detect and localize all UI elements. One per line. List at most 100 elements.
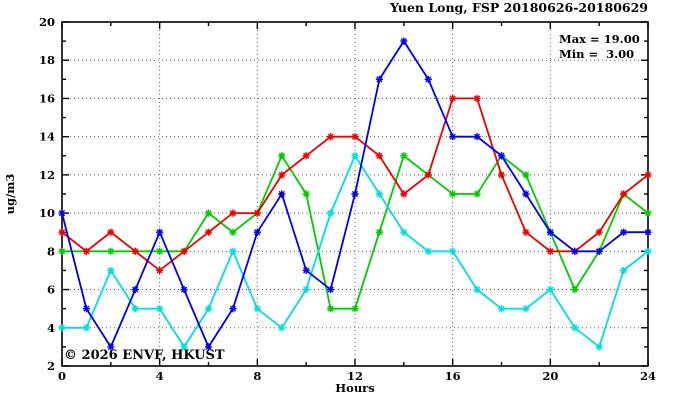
blue-line-marker xyxy=(253,228,261,236)
blue-line-marker xyxy=(82,305,91,313)
red-line-marker xyxy=(400,190,408,198)
red-line-marker xyxy=(351,133,359,141)
x-tick-label: 16 xyxy=(445,369,461,383)
blue-line-marker xyxy=(107,343,115,351)
cyan-line-marker xyxy=(375,190,384,198)
y-tick-label: 16 xyxy=(39,91,55,105)
red-line-marker xyxy=(253,209,261,217)
green-line-marker xyxy=(351,305,359,313)
red-line-marker xyxy=(82,247,91,255)
red-line-marker xyxy=(107,228,115,236)
red-line-marker xyxy=(326,133,335,141)
legend-max-value: Max = 19.00 xyxy=(559,32,640,46)
red-line-marker xyxy=(204,228,213,236)
cyan-line-marker xyxy=(619,266,628,275)
green-line-marker xyxy=(522,171,530,179)
blue-line-marker xyxy=(522,190,530,198)
green-line-marker xyxy=(107,247,115,255)
red-line-path xyxy=(61,97,649,272)
blue-line-marker xyxy=(595,247,603,255)
cyan-line-marker xyxy=(131,305,139,313)
red-line-marker xyxy=(229,209,237,217)
x-tick-label: 24 xyxy=(640,369,656,383)
blue-line-marker xyxy=(644,228,652,236)
red-line-marker xyxy=(619,190,628,198)
cyan-line-marker xyxy=(204,305,213,313)
blue-line-marker xyxy=(546,228,554,236)
cyan-line-marker xyxy=(522,305,530,313)
green-line-marker xyxy=(644,209,652,217)
cyan-line-marker xyxy=(180,343,188,351)
green-line-marker xyxy=(449,190,457,198)
red-line xyxy=(58,94,652,275)
blue-line-marker xyxy=(473,133,481,141)
blue-line-marker xyxy=(449,133,457,141)
cyan-line-marker xyxy=(571,324,579,332)
red-line-marker xyxy=(424,171,432,179)
cyan-line-marker xyxy=(278,324,286,332)
blue-line-marker xyxy=(278,190,286,198)
red-line-marker xyxy=(278,171,286,179)
cyan-line-marker xyxy=(400,228,408,236)
y-tick-label: 10 xyxy=(39,206,55,220)
green-line-marker xyxy=(571,285,579,294)
blue-line xyxy=(58,37,652,351)
y-tick-label: 8 xyxy=(47,244,55,258)
cyan-line-marker xyxy=(82,324,91,332)
cyan-line-marker xyxy=(497,305,506,313)
blue-line-marker xyxy=(571,247,579,255)
blue-line-marker xyxy=(180,285,188,294)
blue-line-marker xyxy=(229,305,237,313)
cyan-line-marker xyxy=(156,305,164,313)
green-line-marker xyxy=(473,190,481,198)
green-line-marker xyxy=(400,152,408,160)
x-tick-label: 8 xyxy=(253,369,261,383)
cyan-line-marker xyxy=(107,266,115,275)
red-line-marker xyxy=(302,152,310,160)
green-line-marker xyxy=(302,190,310,198)
y-axis-label: ug/m3 xyxy=(3,174,17,215)
green-line-marker xyxy=(278,152,286,160)
green-line-marker xyxy=(326,305,335,313)
cyan-line-marker xyxy=(473,285,481,294)
red-line-marker xyxy=(58,228,66,236)
green-line-marker xyxy=(375,228,384,236)
watermark: © 2026 ENVF, HKUST xyxy=(64,348,225,363)
x-tick-label: 0 xyxy=(58,369,66,383)
blue-line-marker xyxy=(619,228,628,236)
chart-title: Yuen Long, FSP 20180626-20180629 xyxy=(389,0,648,15)
blue-line-marker xyxy=(497,152,506,160)
red-line-marker xyxy=(497,171,506,179)
cyan-line-marker xyxy=(302,285,310,294)
cyan-line-marker xyxy=(58,324,66,332)
blue-line-marker xyxy=(375,75,384,83)
cyan-line-marker xyxy=(253,305,261,313)
blue-line-marker xyxy=(400,37,408,45)
cyan-line-marker xyxy=(229,247,237,255)
red-line-marker xyxy=(546,247,554,255)
red-line-marker xyxy=(156,266,164,275)
red-line-marker xyxy=(595,228,603,236)
y-tick-label: 4 xyxy=(47,321,55,335)
y-tick-label: 6 xyxy=(47,283,55,297)
y-tick-label: 20 xyxy=(39,15,55,29)
cyan-line-marker xyxy=(644,247,652,255)
green-line xyxy=(58,152,652,313)
x-axis-label: Hours xyxy=(335,381,374,395)
cyan-line-marker xyxy=(595,343,603,351)
blue-line-marker xyxy=(351,190,359,198)
red-line-marker xyxy=(375,152,384,160)
y-tick-label: 14 xyxy=(39,130,55,144)
red-line-marker xyxy=(449,94,457,103)
red-line-marker xyxy=(180,247,188,255)
cyan-line-marker xyxy=(351,152,359,160)
green-line-marker xyxy=(204,209,213,217)
red-line-marker xyxy=(473,94,481,103)
blue-line-marker xyxy=(131,285,139,294)
x-tick-label: 20 xyxy=(542,369,558,383)
cyan-line-marker xyxy=(546,285,554,294)
red-line-marker xyxy=(644,171,652,179)
